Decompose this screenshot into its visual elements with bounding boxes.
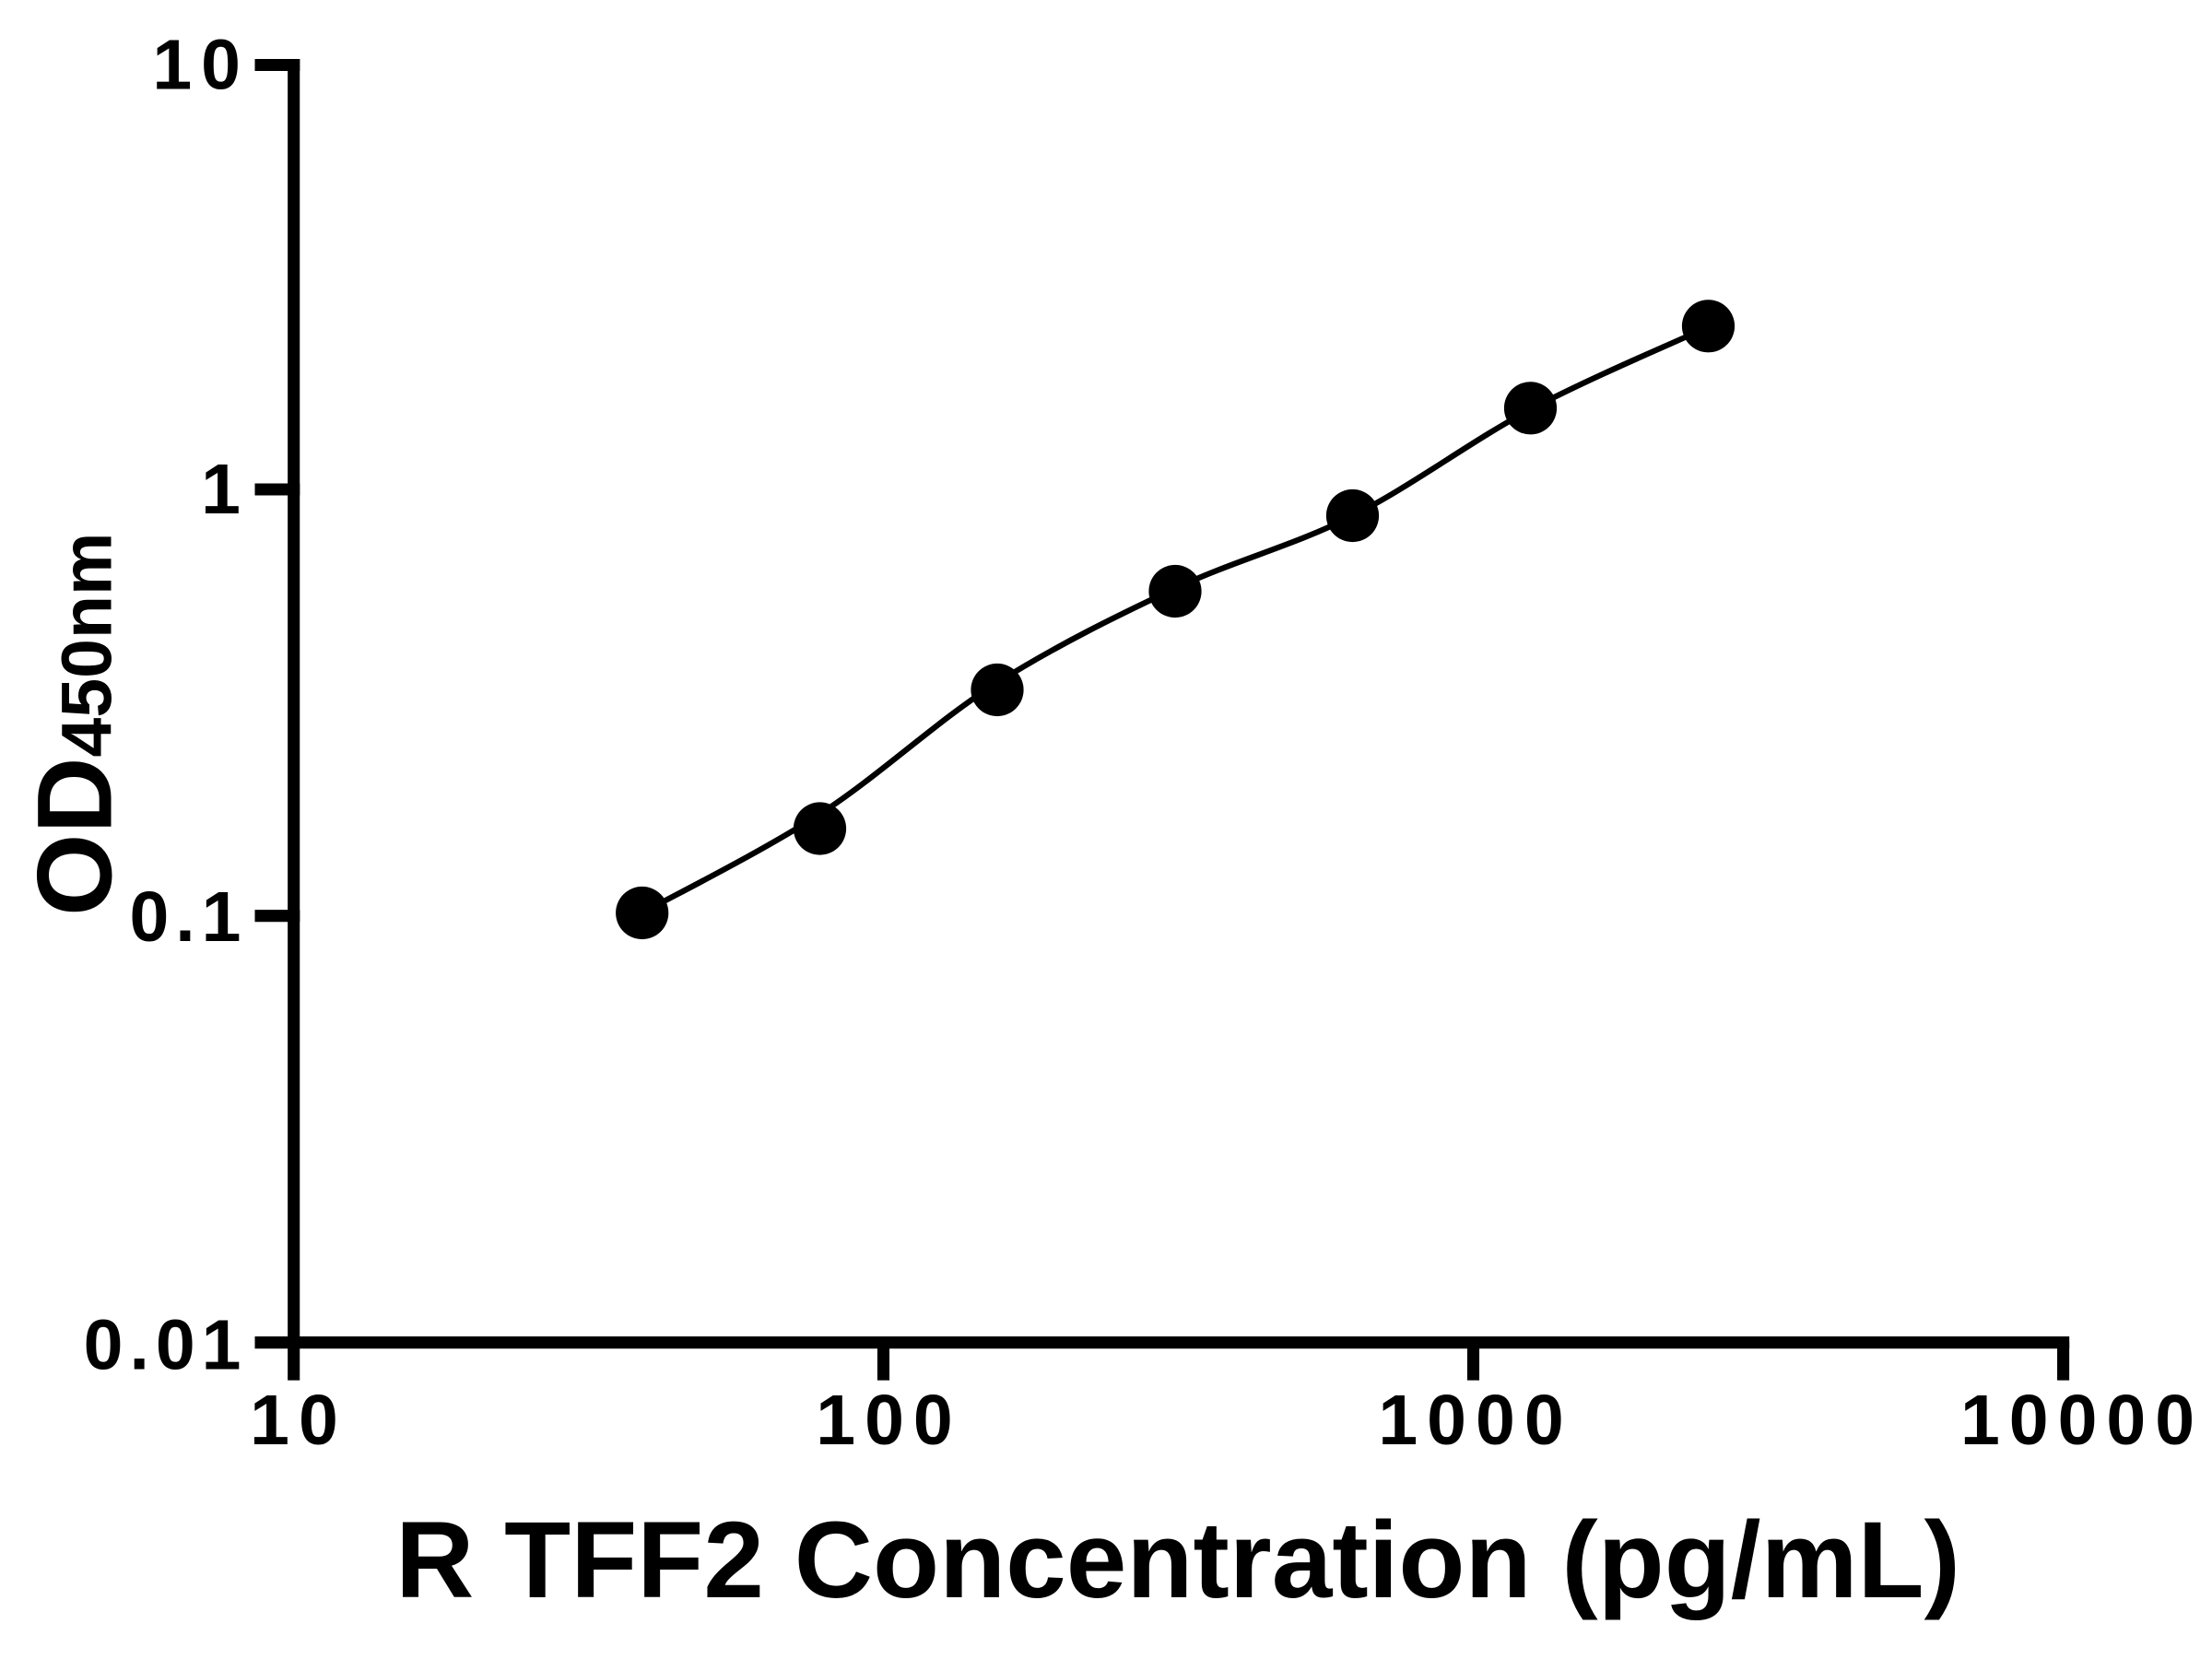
svg-text:10: 10: [250, 1381, 347, 1460]
svg-text:1: 1: [201, 450, 250, 529]
svg-text:0.01: 0.01: [84, 1306, 248, 1385]
svg-text:1000: 1000: [1378, 1381, 1572, 1460]
svg-text:R TFF2 Concentration (pg/mL): R TFF2 Concentration (pg/mL): [395, 1500, 1960, 1621]
svg-text:10000: 10000: [1960, 1381, 2204, 1460]
svg-text:100: 100: [816, 1381, 961, 1460]
svg-text:10: 10: [152, 25, 250, 104]
svg-text:0.1: 0.1: [129, 877, 247, 957]
svg-text:OD450nm: OD450nm: [17, 533, 135, 916]
